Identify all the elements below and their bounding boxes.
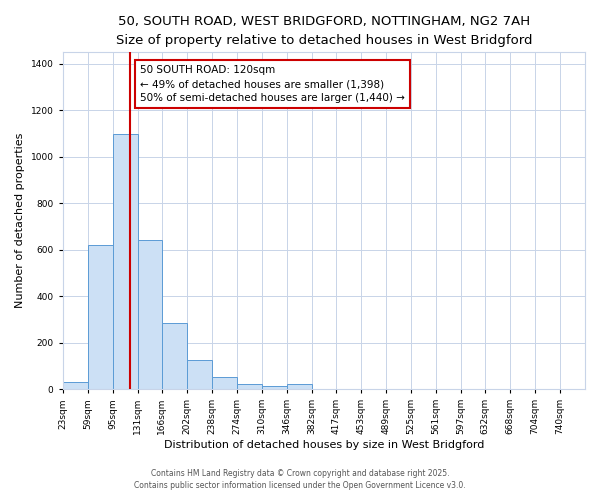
Bar [162, 323, 187, 389]
Bar [262, 386, 287, 389]
X-axis label: Distribution of detached houses by size in West Bridgford: Distribution of detached houses by size … [164, 440, 484, 450]
Text: Contains HM Land Registry data © Crown copyright and database right 2025.
Contai: Contains HM Land Registry data © Crown c… [134, 468, 466, 490]
Y-axis label: Number of detached properties: Number of detached properties [15, 133, 25, 308]
Bar [287, 384, 311, 389]
Bar [187, 360, 212, 389]
Bar [237, 384, 262, 389]
Bar [137, 240, 163, 389]
Text: 50 SOUTH ROAD: 120sqm
← 49% of detached houses are smaller (1,398)
50% of semi-d: 50 SOUTH ROAD: 120sqm ← 49% of detached … [140, 65, 405, 103]
Bar [113, 134, 137, 389]
Bar [62, 382, 88, 389]
Bar [88, 245, 113, 389]
Title: 50, SOUTH ROAD, WEST BRIDGFORD, NOTTINGHAM, NG2 7AH
Size of property relative to: 50, SOUTH ROAD, WEST BRIDGFORD, NOTTINGH… [116, 15, 532, 47]
Bar [212, 378, 237, 389]
